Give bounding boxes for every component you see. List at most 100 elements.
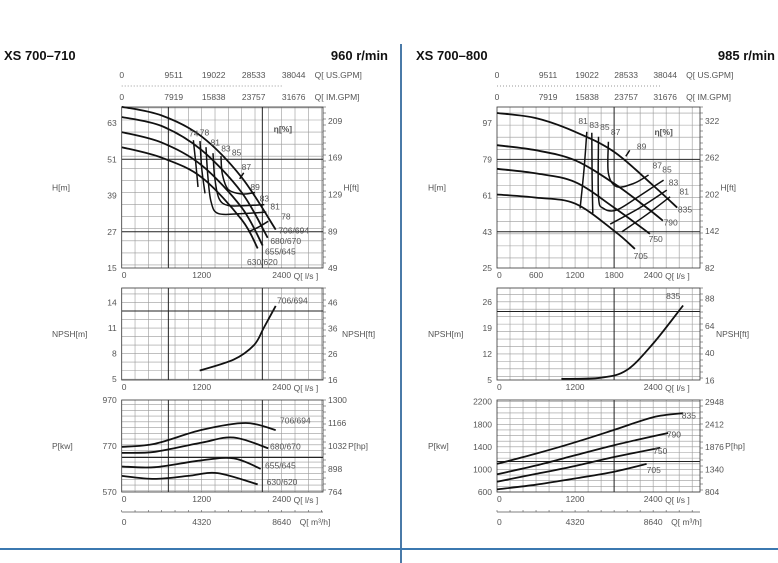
head-curve-label: 790	[664, 218, 678, 228]
head-y2-tick-label: 169	[328, 153, 342, 163]
panel-divider	[400, 44, 402, 563]
efficiency-label: 87	[611, 127, 621, 137]
head-y-tick-label: 15	[107, 263, 117, 273]
head-y-tick-label: 25	[483, 263, 493, 273]
power-y-tick-label: 1400	[473, 442, 492, 452]
top-scale-tick-label: 28533	[242, 70, 266, 80]
head-x-tick-label: 2400	[644, 270, 663, 280]
efficiency-label: 81	[210, 138, 220, 148]
power-curve-706-694	[121, 422, 276, 448]
bottom-scale-tick-label: 4320	[566, 517, 585, 527]
head-y2-axis-label: H[ft]	[720, 183, 736, 193]
power-plot	[496, 399, 703, 493]
head-y2-tick-label: 322	[705, 116, 719, 126]
efficiency-axis-label: η[%]	[274, 124, 293, 134]
top-scale-tick-label: 15838	[202, 92, 226, 102]
npsh-y-axis-label: NPSH[m]	[52, 329, 87, 339]
plot-frame	[496, 287, 701, 381]
head-curve-label: 750	[649, 234, 663, 244]
efficiency-label: 89	[637, 141, 647, 151]
head-x-axis-label: Q[ l/s ]	[665, 271, 690, 281]
efficiency-contour-78	[199, 141, 206, 194]
power-y2-tick-label: 1876	[705, 442, 724, 452]
top-scale-tick-label: 7919	[539, 92, 558, 102]
top-scale-tick-label: 19022	[202, 70, 226, 80]
head-curve-label: 705	[634, 251, 648, 261]
left-pump-speed: 960 r/min	[330, 48, 388, 63]
head-x-tick-label: 1200	[566, 270, 585, 280]
efficiency-label: 89	[250, 182, 260, 192]
head-y2-axis-label: H[ft]	[343, 183, 359, 193]
power-y2-tick-label: 898	[328, 464, 342, 474]
npsh-y2-tick-label: 46	[328, 297, 338, 307]
power-x-tick-label: 0	[497, 494, 502, 504]
efficiency-label: 85	[232, 147, 242, 157]
head-curve-label: 655/645	[265, 246, 296, 256]
head-y-axis-label: H[m]	[428, 183, 446, 193]
power-y-tick-label: 1800	[473, 419, 492, 429]
plot-frame	[121, 287, 324, 381]
npsh-y2-tick-label: 16	[705, 375, 715, 385]
power-x-tick-label: 2400	[272, 494, 291, 504]
npsh-plot	[121, 287, 326, 381]
head-y2-tick-label: 209	[328, 116, 342, 126]
head-curve-835	[496, 112, 678, 209]
power-y-tick-label: 2200	[473, 397, 492, 407]
head-x-tick-label: 600	[529, 270, 543, 280]
npsh-y-tick-label: 14	[107, 297, 117, 307]
efficiency-contour-78	[247, 220, 269, 233]
head-curve-label: 630/620	[247, 257, 278, 267]
top-scale-tick-label: 38044	[282, 70, 306, 80]
head-curve-label: 835	[678, 205, 692, 215]
npsh-y-tick-label: 26	[483, 297, 493, 307]
efficiency-contour-81	[621, 196, 671, 233]
npsh-x-tick-label: 0	[122, 382, 127, 392]
power-x-axis-label: Q[ l/s ]	[665, 495, 690, 505]
power-y2-axis-label: P[hp]	[725, 441, 745, 451]
efficiency-label: 83	[221, 144, 231, 154]
power-y2-tick-label: 1300	[328, 395, 347, 405]
efficiency-label: 85	[600, 122, 610, 132]
npsh-y2-tick-label: 40	[705, 348, 715, 358]
top-scale-tick-label: 7919	[164, 92, 183, 102]
plot-frame	[121, 106, 324, 269]
efficiency-contour-89	[625, 149, 631, 157]
head-y-tick-label: 63	[107, 118, 117, 128]
top-scale-tick-label: 0	[119, 92, 124, 102]
npsh-y-tick-label: 19	[483, 323, 493, 333]
npsh-plot	[496, 287, 703, 381]
head-curve-label: 706/694	[278, 225, 309, 235]
power-x-tick-label: 0	[122, 494, 127, 504]
right-pump-speed: 985 r/min	[717, 48, 775, 63]
efficiency-contour-87	[239, 172, 245, 180]
power-plot	[121, 399, 326, 493]
head-x-tick-label: 1800	[605, 270, 624, 280]
head-y-axis-label: H[m]	[52, 183, 70, 193]
bottom-scale-unit-label: Q[ m³/h]	[300, 517, 331, 527]
head-curve-705	[496, 193, 636, 250]
efficiency-contour-74	[192, 140, 199, 188]
power-y2-tick-label: 1166	[328, 418, 347, 428]
plot-frame	[496, 106, 701, 269]
efficiency-label: 78	[281, 212, 291, 222]
npsh-curve-label: 706/694	[277, 295, 308, 305]
npsh-y2-axis-label: NPSH[ft]	[716, 329, 749, 339]
efficiency-contour-85	[597, 136, 665, 212]
head-plot	[121, 105, 326, 269]
npsh-x-tick-label: 0	[497, 382, 502, 392]
head-x-tick-label: 0	[122, 270, 127, 280]
power-y-tick-label: 570	[103, 487, 117, 497]
power-y2-tick-label: 1032	[328, 441, 347, 451]
power-y2-tick-label: 764	[328, 487, 342, 497]
top-scale-unit-label: Q[ IM.GPM]	[315, 92, 360, 102]
head-y-tick-label: 27	[107, 227, 117, 237]
efficiency-axis-label: η[%]	[654, 127, 673, 137]
bottom-scale-tick-label: 4320	[192, 517, 211, 527]
power-curve-label: 680/670	[270, 442, 301, 452]
npsh-y2-tick-label: 64	[705, 321, 715, 331]
power-curve-705	[496, 463, 647, 491]
npsh-y-tick-label: 5	[487, 375, 492, 385]
power-x-tick-label: 2400	[644, 494, 663, 504]
efficiency-contour-83	[609, 189, 668, 225]
efficiency-contour-85	[220, 156, 256, 195]
